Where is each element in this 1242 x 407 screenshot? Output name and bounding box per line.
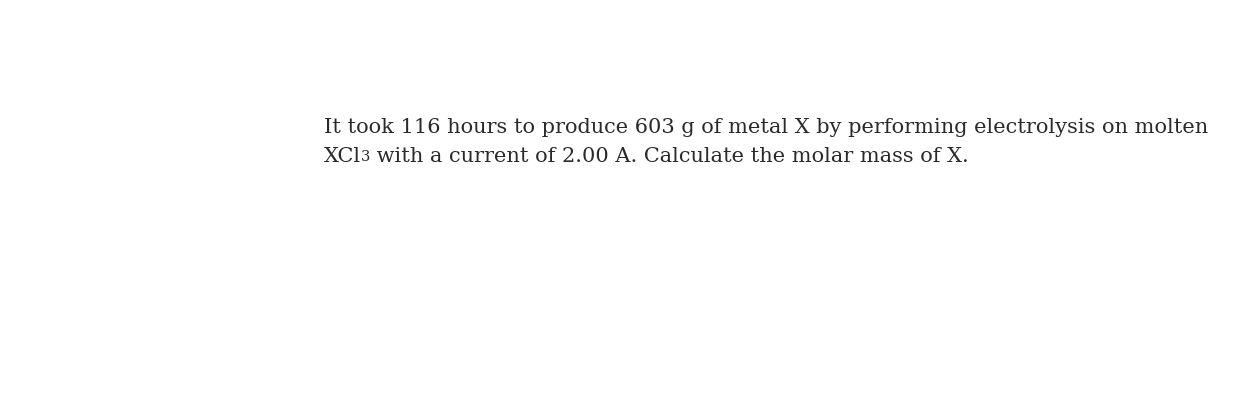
Text: with a current of 2.00 A. Calculate the molar mass of X.: with a current of 2.00 A. Calculate the … [370, 147, 969, 166]
Text: XCl: XCl [324, 147, 361, 166]
Text: 3: 3 [361, 150, 370, 164]
Text: It took 116 hours to produce 603 g of metal X by performing electrolysis on molt: It took 116 hours to produce 603 g of me… [324, 118, 1208, 137]
